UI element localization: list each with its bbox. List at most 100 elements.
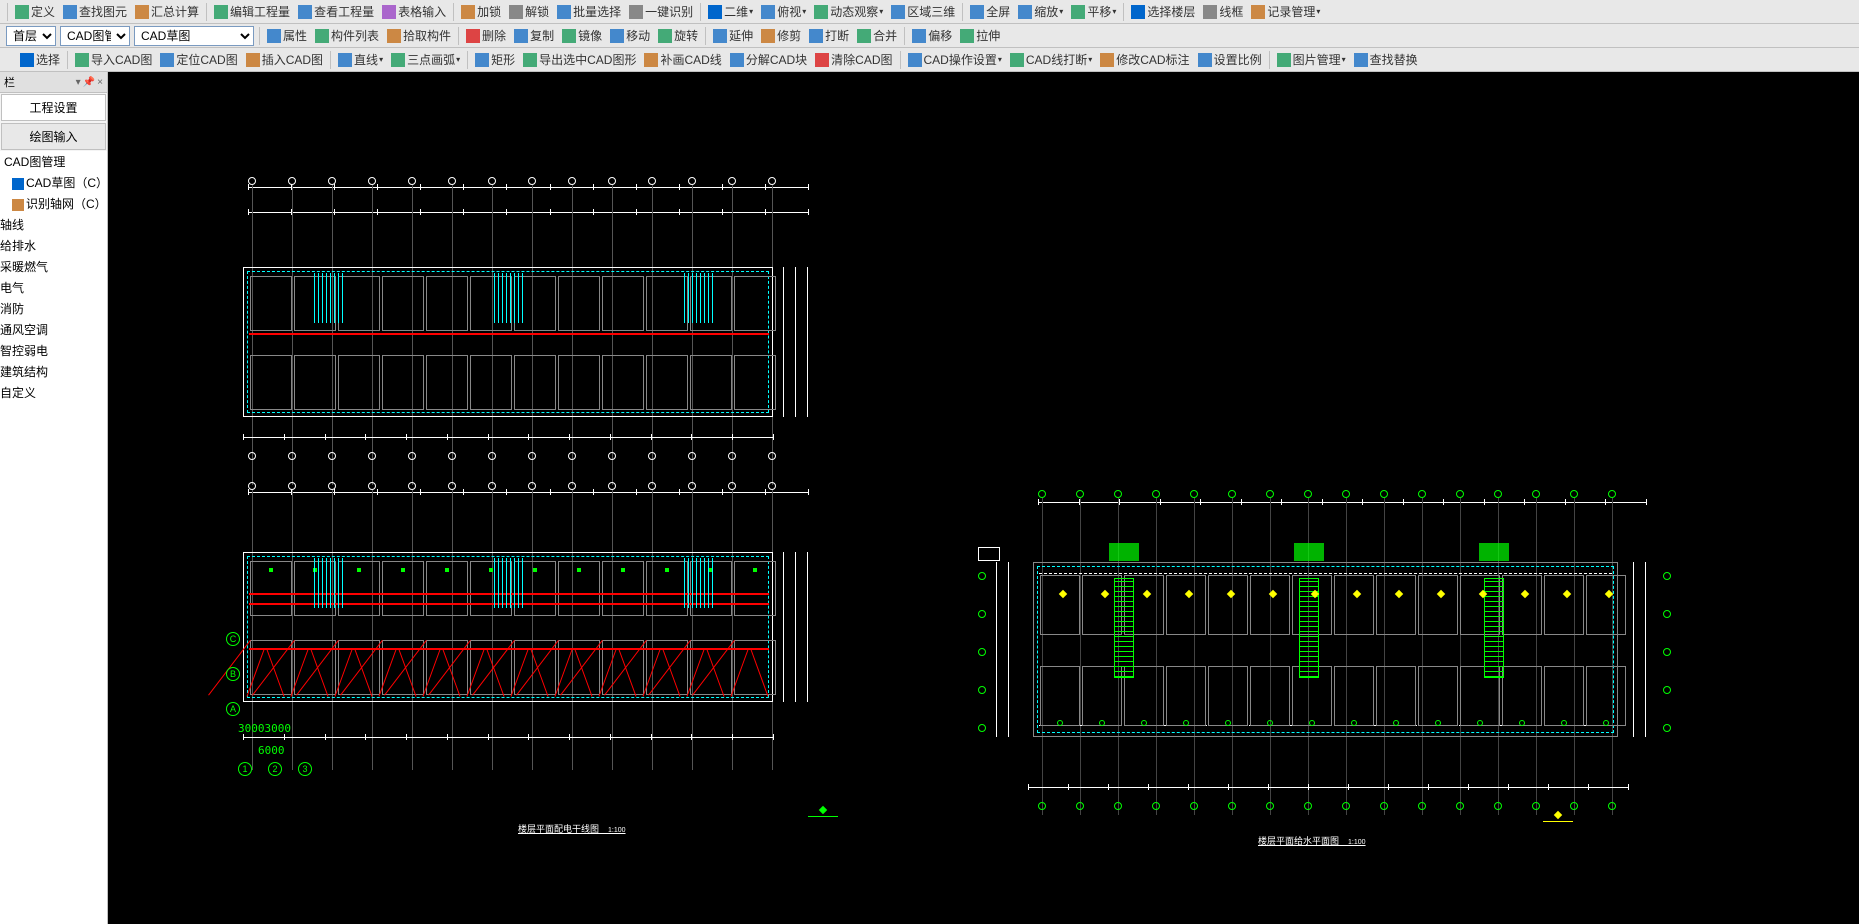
tb-属性[interactable]: 属性 bbox=[263, 26, 311, 45]
fixture bbox=[1435, 720, 1441, 726]
tree-item-1[interactable]: 识别轴网（C） bbox=[0, 193, 107, 214]
tree-item-5[interactable]: 电气 bbox=[0, 277, 107, 298]
tb-一键识别[interactable]: 一键识别 bbox=[625, 2, 697, 21]
grid-marker bbox=[1150, 800, 1161, 811]
tb-三点画弧[interactable]: 三点画弧▾ bbox=[387, 50, 464, 69]
tb-记录管理[interactable]: 记录管理▾ bbox=[1247, 2, 1324, 21]
tree-item-7[interactable]: 通风空调 bbox=[0, 319, 107, 340]
tb-查找图元[interactable]: 查找图元 bbox=[59, 2, 131, 21]
tree-item-3[interactable]: 给排水 bbox=[0, 235, 107, 256]
pin-icon[interactable]: 📌 bbox=[83, 77, 95, 88]
tb-移动[interactable]: 移动 bbox=[606, 26, 654, 45]
tb-选择[interactable]: 选择 bbox=[16, 50, 64, 69]
tb-区域三维[interactable]: 区域三维 bbox=[887, 2, 959, 21]
tb-定位CAD图[interactable]: 定位CAD图 bbox=[156, 50, 241, 69]
tb-编辑工程量[interactable]: 编辑工程量 bbox=[210, 2, 294, 21]
tb-批量选择[interactable]: 批量选择 bbox=[553, 2, 625, 21]
tb-导入CAD图[interactable]: 导入CAD图 bbox=[71, 50, 156, 69]
tb-平移[interactable]: 平移▾ bbox=[1067, 2, 1120, 21]
pin-icon[interactable]: ▾ bbox=[76, 77, 81, 88]
tb-导出选中CAD图形[interactable]: 导出选中CAD图形 bbox=[519, 50, 640, 69]
tb-全屏[interactable]: 全屏 bbox=[966, 2, 1014, 21]
tb-构件列表[interactable]: 构件列表 bbox=[311, 26, 383, 45]
tb-缩放[interactable]: 缩放▾ bbox=[1014, 2, 1067, 21]
tb-icon bbox=[1018, 5, 1032, 19]
tb-修改CAD标注[interactable]: 修改CAD标注 bbox=[1096, 50, 1193, 69]
tree-item-2[interactable]: 轴线 bbox=[0, 214, 107, 235]
tb-查看工程量[interactable]: 查看工程量 bbox=[294, 2, 378, 21]
dim-tick bbox=[248, 209, 249, 215]
tb-旋转[interactable]: 旋转 bbox=[654, 26, 702, 45]
dim-tick bbox=[506, 209, 507, 215]
tab-drawing[interactable]: 绘图输入 bbox=[1, 123, 106, 150]
select-CAD草图[interactable]: CAD草图 bbox=[134, 26, 254, 46]
tb-icon bbox=[382, 5, 396, 19]
tb-label: 拾取构件 bbox=[403, 27, 451, 44]
tb-解锁[interactable]: 解锁 bbox=[505, 2, 553, 21]
dim-vert bbox=[807, 267, 808, 417]
tree-item-8[interactable]: 智控弱电 bbox=[0, 340, 107, 361]
dim-tick bbox=[528, 734, 529, 740]
tb-加锁[interactable]: 加锁 bbox=[457, 2, 505, 21]
tb-动态观察[interactable]: 动态观察▾ bbox=[810, 2, 887, 21]
grid-marker bbox=[446, 450, 457, 461]
tb-CAD操作设置[interactable]: CAD操作设置▾ bbox=[904, 50, 1006, 69]
tb-CAD线打断[interactable]: CAD线打断▾ bbox=[1006, 50, 1096, 69]
tb-汇总计算[interactable]: 汇总计算 bbox=[131, 2, 203, 21]
grid-marker bbox=[1112, 800, 1123, 811]
dim-tick bbox=[447, 734, 448, 740]
tb-补画CAD线[interactable]: 补画CAD线 bbox=[640, 50, 725, 69]
tb-偏移[interactable]: 偏移 bbox=[908, 26, 956, 45]
tb-修剪[interactable]: 修剪 bbox=[757, 26, 805, 45]
dim-tick bbox=[1548, 784, 1549, 790]
tb-设置比例[interactable]: 设置比例 bbox=[1194, 50, 1266, 69]
tab-engineering[interactable]: 工程设置 bbox=[1, 94, 106, 121]
tb-延伸[interactable]: 延伸 bbox=[709, 26, 757, 45]
tb-俯视[interactable]: 俯视▾ bbox=[757, 2, 810, 21]
tb-二维[interactable]: 二维▾ bbox=[704, 2, 757, 21]
tree-item-0[interactable]: CAD草图（C） bbox=[0, 172, 107, 193]
tb-选择楼层[interactable]: 选择楼层 bbox=[1127, 2, 1199, 21]
tb-label: 查看工程量 bbox=[314, 3, 374, 20]
tb-打断[interactable]: 打断 bbox=[805, 26, 853, 45]
tree-item-10[interactable]: 自定义 bbox=[0, 382, 107, 403]
dim-tick bbox=[325, 434, 326, 440]
dim-tick bbox=[1605, 499, 1606, 505]
close-icon[interactable]: × bbox=[97, 77, 103, 88]
tb-矩形[interactable]: 矩形 bbox=[471, 50, 519, 69]
dim-tick bbox=[593, 184, 594, 190]
tree-label: 给排水 bbox=[0, 239, 36, 253]
cad-canvas[interactable]: CBA123300030006000楼层平面配电干线图 1:100楼层平面给水平… bbox=[108, 72, 1859, 924]
grid-marker bbox=[1188, 800, 1199, 811]
tb-复制[interactable]: 复制 bbox=[510, 26, 558, 45]
tb-线框[interactable]: 线框 bbox=[1199, 2, 1247, 21]
tb-清除CAD图[interactable]: 清除CAD图 bbox=[811, 50, 896, 69]
tb-合并[interactable]: 合并 bbox=[853, 26, 901, 45]
select-CAD图管[interactable]: CAD图管 bbox=[60, 26, 130, 46]
dim-tick bbox=[679, 489, 680, 495]
dim-tick bbox=[1403, 499, 1404, 505]
tb-分解CAD块[interactable]: 分解CAD块 bbox=[726, 50, 811, 69]
room bbox=[1250, 666, 1290, 726]
tb-插入CAD图[interactable]: 插入CAD图 bbox=[242, 50, 327, 69]
fixture bbox=[1561, 720, 1567, 726]
tb-label: 导入CAD图 bbox=[91, 51, 152, 68]
select-首层[interactable]: 首层 bbox=[6, 26, 56, 46]
grid-marker bbox=[606, 450, 617, 461]
tb-图片管理[interactable]: 图片管理▾ bbox=[1273, 50, 1350, 69]
tb-查找替换[interactable]: 查找替换 bbox=[1350, 50, 1422, 69]
tb-icon bbox=[338, 53, 352, 67]
tb-拾取构件[interactable]: 拾取构件 bbox=[383, 26, 455, 45]
tree-root[interactable]: CAD图管理 bbox=[0, 151, 107, 172]
tb-拉伸[interactable]: 拉伸 bbox=[956, 26, 1004, 45]
tree-item-9[interactable]: 建筑结构 bbox=[0, 361, 107, 382]
tree-item-4[interactable]: 采暖燃气 bbox=[0, 256, 107, 277]
tb-直线[interactable]: 直线▾ bbox=[334, 50, 387, 69]
tree-item-6[interactable]: 消防 bbox=[0, 298, 107, 319]
tb-删除[interactable]: 删除 bbox=[462, 26, 510, 45]
tb-镜像[interactable]: 镜像 bbox=[558, 26, 606, 45]
tb-表格输入[interactable]: 表格输入 bbox=[378, 2, 450, 21]
tb-定义[interactable]: 定义 bbox=[11, 2, 59, 21]
fixture bbox=[1183, 720, 1189, 726]
tb-label: 修剪 bbox=[777, 27, 801, 44]
